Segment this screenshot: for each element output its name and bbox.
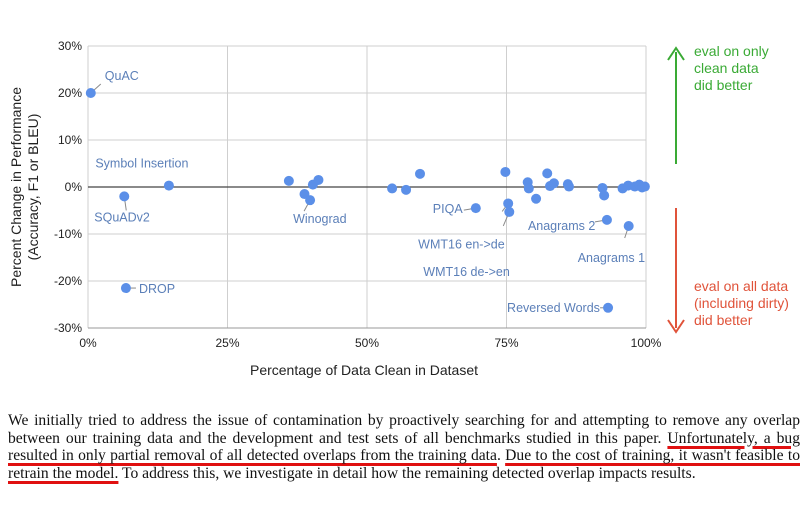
x-tick-label: 25% bbox=[215, 336, 239, 350]
data-point bbox=[603, 302, 614, 313]
data-point bbox=[283, 175, 294, 186]
data-point bbox=[415, 168, 426, 179]
y-tick-label: 0% bbox=[65, 180, 83, 194]
annotation-label: WMT16 de->en bbox=[423, 265, 510, 279]
down-arrowhead-icon bbox=[667, 319, 685, 334]
data-point bbox=[85, 88, 96, 98]
annotation-label: Anagrams 1 bbox=[578, 251, 645, 265]
side-note-bottom-line: eval on all data bbox=[694, 278, 788, 294]
y-tick-label: -10% bbox=[54, 227, 82, 241]
data-point bbox=[119, 191, 130, 202]
annotation-label: Anagrams 2 bbox=[528, 219, 595, 233]
data-point bbox=[548, 178, 559, 189]
data-point bbox=[601, 214, 612, 225]
data-point bbox=[503, 198, 514, 209]
side-note-top-line: did better bbox=[694, 77, 753, 93]
annotation-label: WMT16 en->de bbox=[418, 237, 505, 251]
chart-axes: 30%20%10%0%-10%-20%-30%0% 25% 50% 75% 100% bbox=[54, 39, 662, 350]
data-point bbox=[163, 180, 174, 191]
y-tick-label: 30% bbox=[58, 39, 82, 53]
data-point bbox=[387, 183, 398, 194]
data-point bbox=[470, 203, 481, 214]
annotation-label: SQuADv2 bbox=[94, 210, 150, 224]
data-point bbox=[623, 221, 634, 232]
side-note-bottom-line: did better bbox=[694, 312, 753, 328]
y-axis-title: (Accuracy, F1 or BLEU) bbox=[25, 114, 41, 261]
x-axis-title: Percentage of Data Clean in Dataset bbox=[250, 362, 478, 378]
data-point bbox=[523, 183, 534, 194]
annotation-label: Winograd bbox=[293, 212, 347, 226]
data-point bbox=[305, 195, 316, 206]
data-point bbox=[542, 168, 553, 179]
scatter-chart: 30%20%10%0%-10%-20%-30%0% 25% 50% 75% 100% Q… bbox=[8, 39, 789, 378]
y-tick-label: -30% bbox=[54, 321, 82, 335]
paragraph-text-3: To address this, we investigate in detai… bbox=[118, 464, 696, 482]
y-axis-title: Percent Change in Performance bbox=[8, 87, 24, 287]
body-paragraph: We initially tried to address the issue … bbox=[8, 412, 800, 482]
data-point bbox=[639, 181, 650, 192]
x-tick-label: 100% bbox=[631, 336, 662, 350]
data-point bbox=[597, 182, 608, 193]
y-tick-label: -20% bbox=[54, 274, 82, 288]
data-point bbox=[313, 174, 324, 185]
paragraph-text-2: . bbox=[496, 447, 506, 465]
side-note-top-line: eval on only bbox=[694, 43, 769, 59]
annotation-label: DROP bbox=[139, 282, 175, 296]
y-tick-label: 10% bbox=[58, 133, 82, 147]
up-arrowhead-icon bbox=[667, 46, 685, 61]
side-note-top-line: clean data bbox=[694, 60, 759, 76]
annotation-label: PIQA bbox=[433, 202, 464, 216]
data-point bbox=[563, 181, 574, 192]
data-point bbox=[500, 166, 511, 177]
data-point bbox=[599, 190, 610, 201]
annotation-label: Symbol Insertion bbox=[95, 157, 188, 171]
chart-points bbox=[85, 88, 650, 313]
paragraph-highlight-1: Unfortunately, a bug resulted in only pa… bbox=[8, 429, 801, 465]
y-tick-label: 20% bbox=[58, 86, 82, 100]
data-point bbox=[401, 184, 412, 195]
side-note-bottom-line: (including dirty) bbox=[694, 295, 789, 311]
annotation-label: Reversed Words bbox=[507, 301, 600, 315]
paragraph-highlight-2: Due to the cost of training, it wasn't f… bbox=[8, 447, 800, 482]
data-point bbox=[504, 206, 515, 217]
data-point bbox=[120, 283, 131, 294]
data-point bbox=[531, 193, 542, 204]
chart-axis-titles: Percentage of Data Clean in Dataset Perce… bbox=[8, 87, 478, 378]
x-tick-label: 0% bbox=[79, 336, 97, 350]
x-tick-label: 75% bbox=[494, 336, 518, 350]
x-tick-label: 50% bbox=[355, 336, 379, 350]
paragraph-text-1: We initially tried to address the issue … bbox=[8, 412, 800, 447]
chart-annotations: QuAC Symbol Insertion SQuADv2 DROP Winograd P… bbox=[90, 69, 645, 315]
annotation-label: QuAC bbox=[105, 69, 139, 83]
